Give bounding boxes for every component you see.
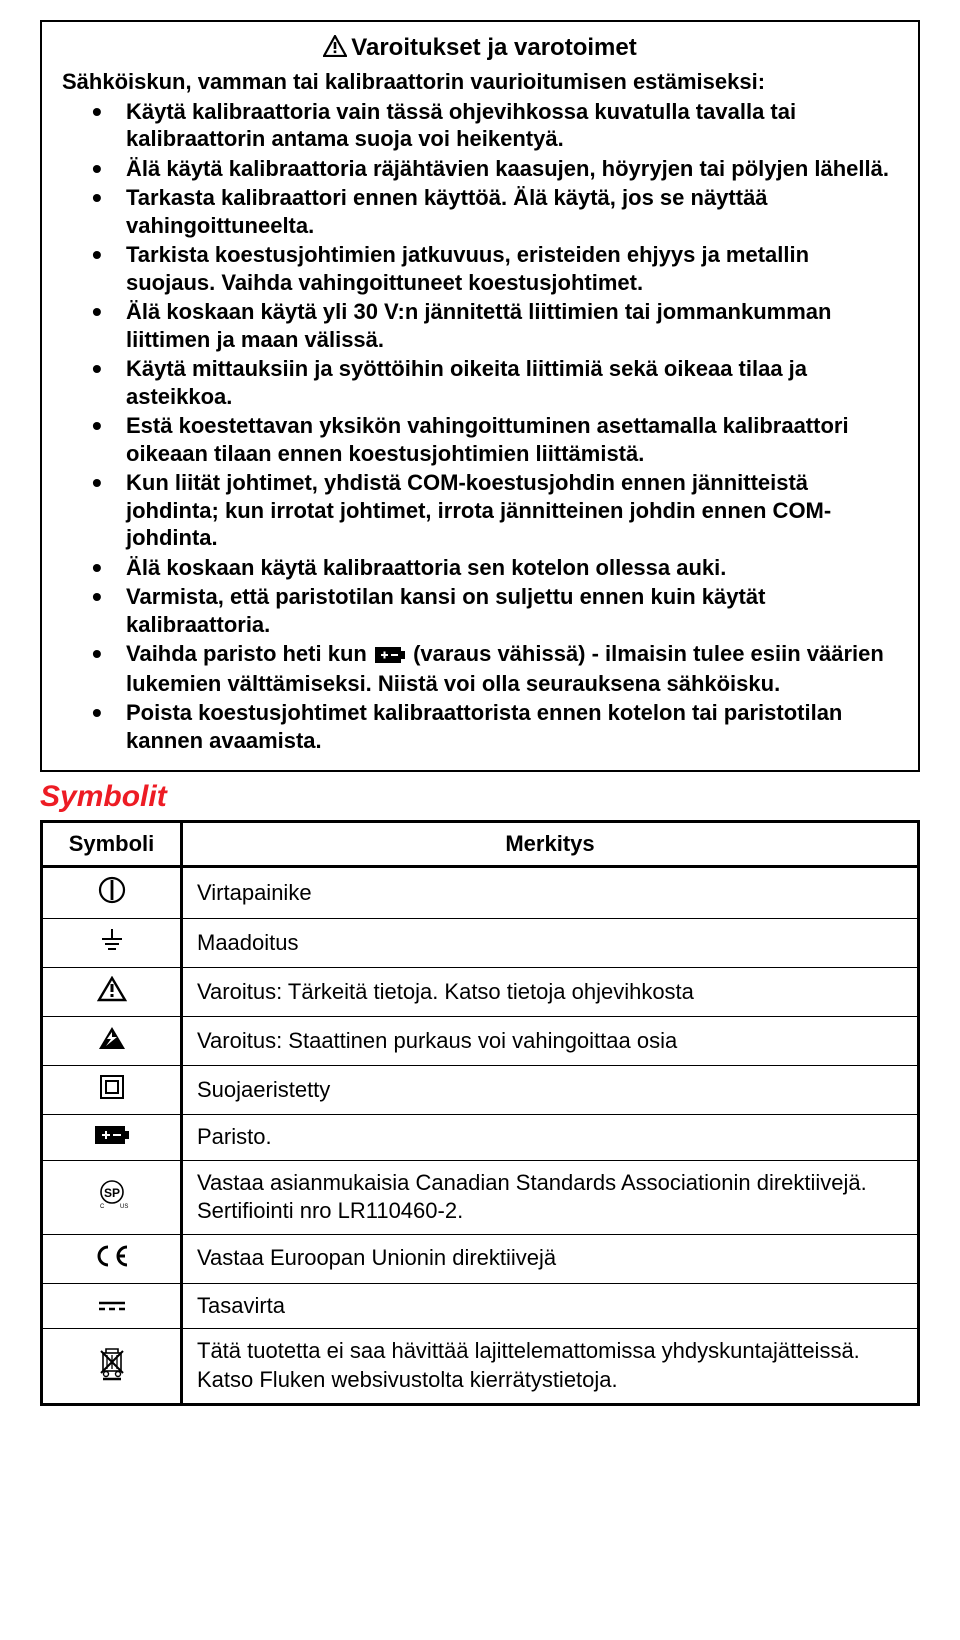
warning-bullet: Tarkasta kalibraattori ennen käyttöä. Äl… [92, 184, 898, 239]
meaning-text: Paristo. [182, 1115, 919, 1161]
warning-triangle-icon [42, 968, 182, 1017]
warning-bullet: Käytä mittauksiin ja syöttöihin oikeita … [92, 355, 898, 410]
warning-bullet: Kun liität johtimet, yhdistä COM-koestus… [92, 469, 898, 552]
symbols-heading: Symbolit [40, 780, 920, 814]
table-row: Maadoitus [42, 919, 919, 968]
warning-intro: Sähköiskun, vamman tai kalibraattorin va… [62, 68, 898, 96]
warning-bullet: Estä koestettavan yksikön vahingoittumin… [92, 412, 898, 467]
ce-icon [42, 1234, 182, 1283]
meaning-text: Virtapainike [182, 867, 919, 919]
table-row: Tätä tuotetta ei saa hävittää lajittelem… [42, 1329, 919, 1404]
symbols-table: Symboli Merkitys Virtapainike Maadoitus … [40, 820, 920, 1406]
battery-icon [42, 1115, 182, 1161]
battery-bullet-before: Vaihda paristo heti kun [126, 641, 373, 666]
warning-bullet: Poista koestusjohtimet kalibraattorista … [92, 699, 898, 754]
warning-title-text: Varoitukset ja varotoimet [351, 34, 636, 61]
meaning-text: Tasavirta [182, 1283, 919, 1329]
svg-text:SP: SP [103, 1186, 119, 1200]
warning-bullet-list: Käytä kalibraattoria vain tässä ohjevihk… [62, 98, 898, 755]
svg-text:US: US [120, 1204, 128, 1209]
dc-icon [42, 1283, 182, 1329]
table-row: Varoitus: Staattinen purkaus voi vahingo… [42, 1017, 919, 1066]
meaning-text: Tätä tuotetta ei saa hävittää lajittelem… [182, 1329, 919, 1404]
ground-icon [42, 919, 182, 968]
table-row: Suojaeristetty [42, 1066, 919, 1115]
warning-bullet: Tarkista koestusjohtimien jatkuvuus, eri… [92, 241, 898, 296]
warning-triangle-icon [323, 35, 347, 64]
weee-icon [42, 1329, 182, 1404]
csa-icon: SP C US [42, 1160, 182, 1234]
table-row: Varoitus: Tärkeitä tietoja. Katso tietoj… [42, 968, 919, 1017]
table-header-symbol: Symboli [42, 822, 182, 867]
table-row: SP C US Vastaa asianmukaisia Canadian Stan… [42, 1160, 919, 1234]
table-row: Paristo. [42, 1115, 919, 1161]
double-insulated-icon [42, 1066, 182, 1115]
warning-bullet: Älä käytä kalibraattoria räjähtävien kaa… [92, 155, 898, 183]
meaning-text: Maadoitus [182, 919, 919, 968]
battery-icon [375, 642, 405, 670]
table-header-meaning: Merkitys [182, 822, 919, 867]
meaning-text: Vastaa Euroopan Unionin direktiivejä [182, 1234, 919, 1283]
warning-bullet: Käytä kalibraattoria vain tässä ohjevihk… [92, 98, 898, 153]
esd-icon [42, 1017, 182, 1066]
meaning-text: Suojaeristetty [182, 1066, 919, 1115]
svg-text:C: C [100, 1204, 105, 1209]
meaning-text: Varoitus: Staattinen purkaus voi vahingo… [182, 1017, 919, 1066]
warning-bullet: Älä koskaan käytä kalibraattoria sen kot… [92, 554, 898, 582]
table-row: Tasavirta [42, 1283, 919, 1329]
warning-box: Varoitukset ja varotoimet Sähköiskun, va… [40, 20, 920, 772]
table-row: Virtapainike [42, 867, 919, 919]
warning-title-row: Varoitukset ja varotoimet [62, 34, 898, 64]
power-icon [42, 867, 182, 919]
warning-bullet-battery: Vaihda paristo heti kun (varaus vähissä)… [92, 640, 898, 697]
meaning-text: Varoitus: Tärkeitä tietoja. Katso tietoj… [182, 968, 919, 1017]
table-row: Vastaa Euroopan Unionin direktiivejä [42, 1234, 919, 1283]
warning-bullet: Älä koskaan käytä yli 30 V:n jännitettä … [92, 298, 898, 353]
meaning-text: Vastaa asianmukaisia Canadian Standards … [182, 1160, 919, 1234]
warning-bullet: Varmista, että paristotilan kansi on sul… [92, 583, 898, 638]
